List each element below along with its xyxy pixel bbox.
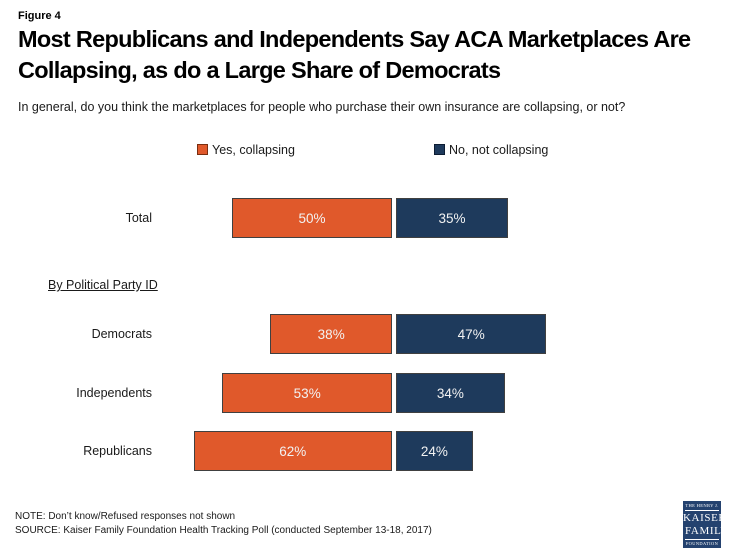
note-text: NOTE: Don’t know/Refused responses not s… bbox=[15, 511, 236, 522]
legend-swatch-yes bbox=[197, 144, 208, 155]
legend-item-no: No, not collapsing bbox=[434, 141, 548, 158]
kff-logo: THE HENRY J. KAISER FAMILY FOUNDATION bbox=[683, 501, 728, 548]
group-label: By Political Party ID bbox=[48, 278, 158, 292]
row-label-total: Total bbox=[125, 211, 152, 225]
legend-label-no: No, not collapsing bbox=[449, 142, 549, 157]
legend-swatch-no bbox=[434, 144, 445, 155]
chart-row-democrats: Democrats 38% 47% bbox=[0, 314, 735, 354]
chart-row-republicans: Republicans 62% 24% bbox=[0, 431, 735, 471]
bar-yes-republicans: 62% bbox=[193, 431, 392, 471]
row-label-republicans: Republicans bbox=[83, 444, 152, 458]
logo-line-family: FAMILY bbox=[685, 525, 728, 540]
source-text: SOURCE: Kaiser Family Foundation Health … bbox=[15, 525, 432, 536]
bar-no-total: 35% bbox=[396, 198, 508, 238]
bar-yes-independents: 53% bbox=[222, 373, 392, 413]
page-title: Most Republicans and Independents Say AC… bbox=[18, 26, 691, 83]
logo-line-henry: THE HENRY J. bbox=[685, 502, 719, 511]
legend-item-yes: Yes, collapsing bbox=[197, 141, 295, 158]
bar-no-republicans: 24% bbox=[396, 431, 473, 471]
figure-label: Figure 4 bbox=[18, 10, 61, 22]
row-label-democrats: Democrats bbox=[91, 327, 152, 341]
bar-yes-democrats: 38% bbox=[270, 314, 392, 354]
chart-subtitle: In general, do you think the marketplace… bbox=[18, 100, 626, 114]
chart-row-independents: Independents 53% 34% bbox=[0, 373, 735, 413]
bar-no-democrats: 47% bbox=[396, 314, 547, 354]
legend-label-yes: Yes, collapsing bbox=[212, 142, 295, 157]
bar-yes-total: 50% bbox=[232, 198, 392, 238]
bar-no-independents: 34% bbox=[396, 373, 505, 413]
logo-line-foundation: FOUNDATION bbox=[685, 541, 719, 546]
logo-line-kaiser: KAISER bbox=[683, 512, 727, 524]
row-label-independents: Independents bbox=[76, 386, 152, 400]
chart-row-total: Total 50% 35% bbox=[0, 198, 735, 238]
